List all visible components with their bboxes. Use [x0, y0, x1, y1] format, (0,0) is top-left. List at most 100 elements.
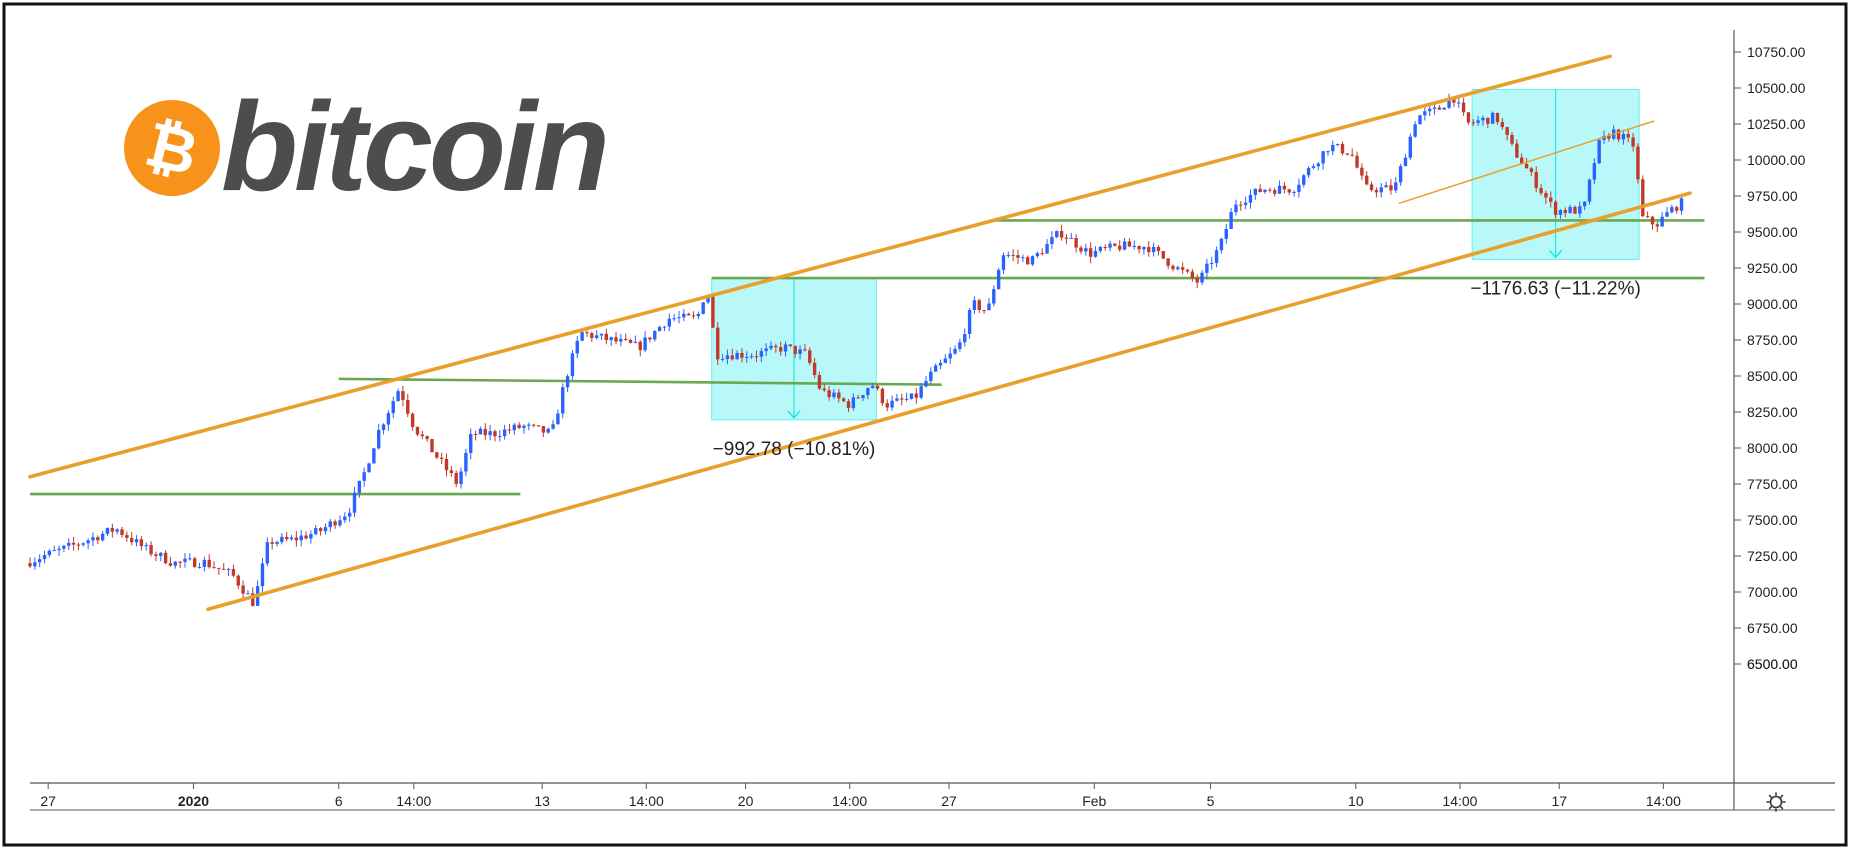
candle-body: [357, 480, 362, 493]
candle-body: [1394, 182, 1398, 191]
candle-body: [449, 470, 454, 473]
candle-body: [1524, 163, 1529, 169]
candle-body: [638, 341, 642, 351]
candle-body: [280, 536, 284, 543]
candle-body: [294, 537, 299, 541]
candle-body: [1529, 168, 1534, 173]
candle-body: [1316, 163, 1320, 167]
candle-body: [57, 548, 61, 551]
candle-body: [1210, 263, 1214, 265]
candle-body: [71, 542, 76, 545]
candle-body: [1171, 265, 1175, 270]
candle-body: [1239, 204, 1243, 206]
y-tick-label: 9000.00: [1747, 296, 1798, 312]
candle-body: [1205, 263, 1209, 273]
candle-body: [1224, 228, 1228, 239]
candle-body: [1442, 107, 1446, 110]
candle-body: [425, 436, 429, 440]
candle-body: [716, 327, 720, 360]
candle-body: [62, 545, 66, 549]
candle-body: [1641, 179, 1645, 217]
candle-body: [1374, 189, 1379, 193]
candle-body: [343, 516, 347, 521]
candle-body: [696, 313, 701, 317]
candle-body: [1500, 122, 1505, 128]
candle-body: [1248, 194, 1253, 203]
candle-body: [1510, 134, 1514, 144]
candle-body: [86, 540, 90, 544]
candle-body: [100, 533, 105, 541]
x-tick-label: 27: [40, 793, 56, 809]
candle-body: [798, 349, 802, 354]
x-tick-label: 14:00: [396, 793, 431, 809]
candle-body: [1011, 255, 1015, 257]
candle-body: [987, 303, 991, 311]
candle-body: [507, 429, 512, 431]
candle-body: [541, 426, 546, 433]
candle-body: [464, 452, 468, 472]
candle-body: [42, 555, 47, 560]
measure-labels: −992.78 (−10.81%) −1176.63 (−11.22%): [713, 278, 1641, 460]
candle-body: [1345, 153, 1350, 155]
candle-body: [556, 413, 560, 425]
candle-body: [672, 318, 676, 320]
candle-body: [1127, 241, 1132, 247]
candle-body: [454, 472, 458, 484]
candle-body: [880, 388, 885, 404]
candle-body: [1079, 247, 1083, 252]
x-tick-label: 14:00: [1646, 793, 1681, 809]
candle-body: [575, 340, 579, 354]
candle-body: [851, 397, 856, 409]
candle-body: [585, 332, 589, 334]
candle-body: [808, 350, 812, 363]
candle-body: [720, 358, 725, 360]
candle-body: [1568, 206, 1572, 214]
candle-body: [1331, 144, 1335, 152]
candle-body: [231, 569, 236, 576]
candle-body: [134, 539, 139, 543]
candle-body: [188, 558, 192, 560]
candle-body: [546, 428, 550, 433]
candle-body: [701, 302, 705, 314]
candle-body: [788, 344, 793, 346]
y-tick-label: 6750.00: [1747, 620, 1798, 636]
candle-body: [1282, 185, 1287, 190]
candle-body: [173, 561, 177, 566]
candles: [28, 93, 1684, 607]
candle-body: [764, 348, 768, 352]
y-tick-label: 7750.00: [1747, 476, 1798, 492]
candle-body: [1655, 224, 1660, 227]
candle-body: [759, 351, 764, 357]
candle-body: [982, 310, 986, 312]
y-axis-ticks: 6500.00 6750.00 7000.00 7250.00 7500.00 7750.…: [1734, 44, 1806, 672]
candle-body: [1544, 193, 1548, 198]
candle-body: [653, 331, 657, 340]
gear-icon[interactable]: [1766, 792, 1786, 812]
candle-body: [1481, 117, 1485, 121]
candle-body: [992, 289, 996, 304]
candle-body: [1142, 247, 1146, 250]
candle-body: [1229, 212, 1233, 229]
candle-body: [856, 397, 860, 399]
y-tick-label: 8750.00: [1747, 332, 1798, 348]
candle-body: [657, 326, 662, 332]
measure-label: −992.78 (−10.81%): [713, 439, 876, 460]
measure-arrow-head: [787, 410, 801, 419]
candle-body: [778, 347, 783, 352]
candle-body: [706, 296, 710, 303]
candle-body: [1350, 154, 1354, 156]
x-tick-label: 14:00: [629, 793, 664, 809]
candle-body: [561, 387, 565, 414]
candle-body: [1277, 185, 1282, 194]
candle-body: [1156, 246, 1161, 252]
candle-body: [614, 337, 618, 342]
candle-body: [686, 313, 691, 316]
candle-body: [1520, 157, 1524, 164]
candle-body: [459, 471, 463, 484]
candle-body: [512, 424, 517, 431]
candle-body: [594, 335, 599, 339]
candle-body: [803, 349, 807, 351]
candle-body: [304, 535, 308, 539]
candle-body: [580, 332, 584, 341]
